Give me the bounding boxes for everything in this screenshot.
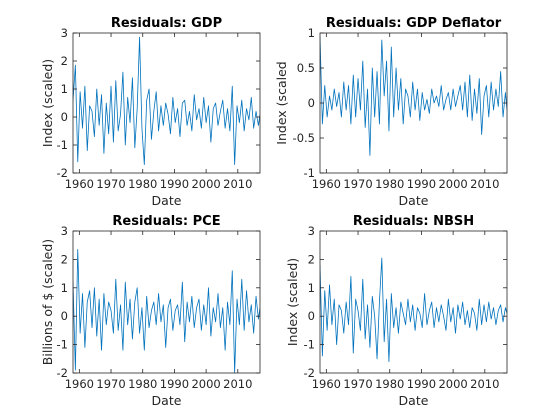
x-tick-label: 2010 bbox=[223, 177, 252, 191]
x-tick-label: 1980 bbox=[128, 177, 157, 191]
y-axis-label: Index (scaled) bbox=[40, 59, 55, 147]
series-line bbox=[73, 249, 260, 373]
series-line bbox=[320, 36, 507, 156]
x-tick-label: 1970 bbox=[343, 377, 372, 391]
panel-gdp: Residuals: GDP Date Index (scaled) 1960 1… bbox=[40, 16, 261, 208]
panel-gdp-deflator: Residuals: GDP Deflator Date Index (scal… bbox=[274, 16, 508, 208]
x-tick-label: 1970 bbox=[96, 377, 125, 391]
y-tick-label: 3 bbox=[61, 26, 68, 40]
x-tick-label: 1960 bbox=[312, 177, 341, 191]
y-axis-label: Index (scaled bbox=[274, 61, 289, 144]
y-tick-label: 0 bbox=[61, 309, 68, 323]
x-tick-label: 1990 bbox=[407, 177, 436, 191]
x-tick-label: 1970 bbox=[96, 177, 125, 191]
y-tick-label: 0.5 bbox=[297, 61, 315, 75]
x-tick-label: 2010 bbox=[470, 377, 499, 391]
y-tick-label: 1 bbox=[61, 281, 68, 295]
plot-area bbox=[320, 231, 507, 373]
y-tick-label: -0.5 bbox=[293, 131, 315, 145]
y-tick-label: 3 bbox=[308, 224, 315, 238]
x-tick-label: 1980 bbox=[375, 377, 404, 391]
chart-title: Residuals: NBSH bbox=[353, 214, 474, 229]
x-tick-label: 1990 bbox=[160, 177, 189, 191]
x-tick-label: 1970 bbox=[343, 177, 372, 191]
y-tick-label: -2 bbox=[57, 166, 68, 180]
y-tick-label: 2 bbox=[308, 252, 315, 266]
chart-title: Residuals: GDP bbox=[111, 16, 222, 31]
x-tick-label: 1990 bbox=[160, 377, 189, 391]
y-tick-label: 3 bbox=[61, 224, 68, 238]
x-tick-label: 2010 bbox=[223, 377, 252, 391]
x-tick-label: 1990 bbox=[407, 377, 436, 391]
y-tick-label: -1 bbox=[304, 166, 315, 180]
y-tick-label: -1 bbox=[304, 338, 315, 352]
y-tick-label: 0 bbox=[61, 110, 68, 124]
y-tick-label: 1 bbox=[61, 82, 68, 96]
y-tick-label: 2 bbox=[61, 54, 68, 68]
axes-box bbox=[319, 230, 508, 374]
x-tick-label: 1960 bbox=[312, 377, 341, 391]
y-tick-label: 1 bbox=[308, 281, 315, 295]
axes-box bbox=[72, 230, 261, 374]
y-axis-label: Billions of $ (scaled) bbox=[40, 239, 55, 365]
y-axis-label: Index (scaled) bbox=[285, 258, 300, 346]
x-axis-label: Date bbox=[399, 393, 429, 408]
panel-pce: Residuals: PCE Date Billions of $ (scale… bbox=[40, 214, 261, 408]
series-line bbox=[320, 257, 507, 363]
chart-title: Residuals: PCE bbox=[112, 214, 220, 229]
x-tick-label: 1980 bbox=[375, 177, 404, 191]
x-tick-label: 1960 bbox=[65, 377, 94, 391]
x-tick-label: 2000 bbox=[438, 377, 467, 391]
x-tick-label: 2000 bbox=[191, 377, 220, 391]
x-axis-label: Date bbox=[399, 193, 429, 208]
y-tick-label: -1 bbox=[57, 338, 68, 352]
plot-area bbox=[73, 231, 260, 373]
y-tick-label: 0 bbox=[308, 96, 315, 110]
y-tick-label: 2 bbox=[61, 252, 68, 266]
x-axis-label: Date bbox=[152, 193, 182, 208]
y-tick-label: -2 bbox=[304, 366, 315, 380]
series-line bbox=[73, 36, 260, 166]
x-tick-label: 2000 bbox=[438, 177, 467, 191]
y-tick-label: 1 bbox=[308, 26, 315, 40]
x-tick-label: 1980 bbox=[128, 377, 157, 391]
x-tick-label: 2010 bbox=[470, 177, 499, 191]
y-tick-label: 0 bbox=[308, 309, 315, 323]
x-tick-label: 1960 bbox=[65, 177, 94, 191]
chart-title: Residuals: GDP Deflator bbox=[326, 16, 502, 31]
x-tick-label: 2000 bbox=[191, 177, 220, 191]
y-tick-label: -1 bbox=[57, 138, 68, 152]
plot-area bbox=[320, 33, 507, 173]
y-tick-label: -2 bbox=[57, 366, 68, 380]
axes-box bbox=[72, 32, 261, 174]
x-axis-label: Date bbox=[152, 393, 182, 408]
panel-nbsh: Residuals: NBSH Date Index (scaled) 1960… bbox=[285, 214, 508, 408]
